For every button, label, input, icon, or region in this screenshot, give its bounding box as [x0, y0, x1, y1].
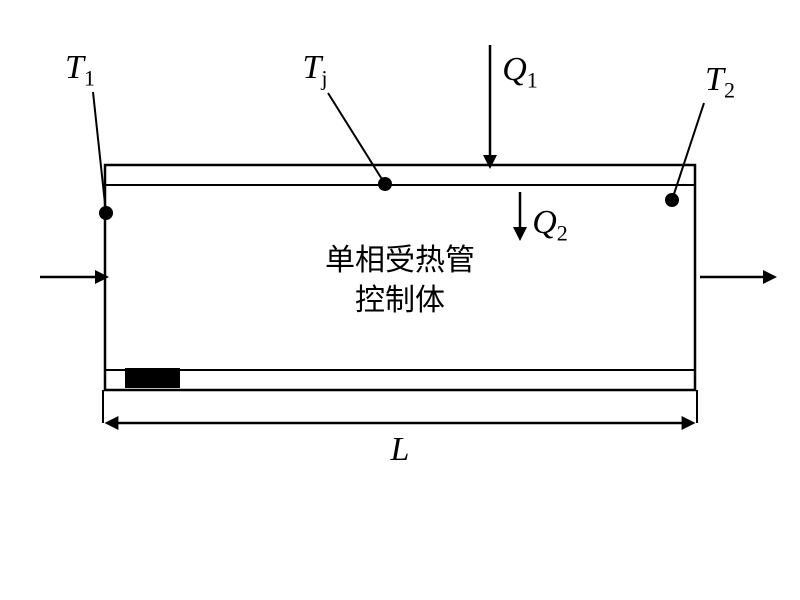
label-T1: T1 — [65, 49, 95, 90]
body-text-line1: 单相受热管 — [325, 244, 475, 277]
label-T2: T2 — [705, 61, 735, 102]
tube-outer — [105, 165, 695, 390]
leader-Tj — [328, 93, 385, 184]
label-Q2: Q2 — [532, 204, 568, 245]
label-Q1: Q1 — [502, 51, 538, 92]
tube-marker-block — [125, 368, 180, 388]
leader-T1 — [93, 92, 106, 213]
body-text-line2: 控制体 — [355, 284, 445, 317]
label-length-L: L — [390, 431, 410, 468]
label-Tj: Tj — [302, 49, 327, 90]
